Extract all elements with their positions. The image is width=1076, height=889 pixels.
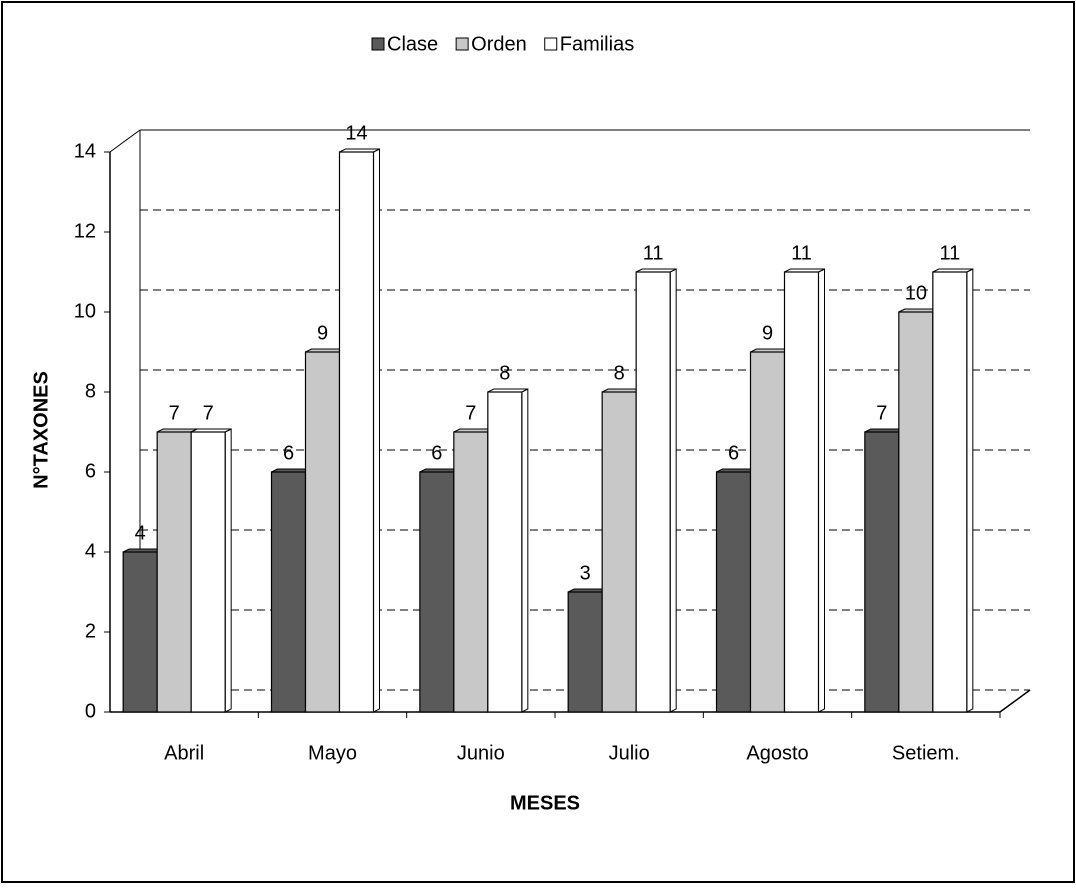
legend-label: Orden (471, 33, 527, 55)
legend-label: Familias (560, 33, 634, 55)
value-label: 8 (499, 362, 510, 384)
value-label: 4 (135, 522, 146, 544)
y-tick-label: 8 (85, 380, 96, 402)
value-label: 7 (876, 402, 887, 424)
value-label: 6 (283, 442, 294, 464)
value-label: 11 (643, 242, 664, 264)
value-label: 7 (465, 402, 476, 424)
value-label: 10 (905, 282, 927, 304)
bar (270, 471, 307, 713)
x-tick-label: Setiem. (892, 742, 960, 764)
y-axis-top (109, 129, 141, 153)
x-tick-label: Julio (609, 742, 650, 764)
legend-swatch (371, 37, 385, 51)
value-label: 3 (580, 562, 591, 584)
y-tick-label: 4 (85, 540, 96, 562)
y-tick-label: 2 (85, 620, 96, 642)
value-label: 8 (614, 362, 625, 384)
y-tick-label: 0 (85, 700, 96, 722)
bar-side (373, 148, 380, 713)
bar (419, 471, 455, 713)
value-label: 9 (762, 322, 773, 344)
value-label: 7 (169, 402, 180, 424)
bar (190, 431, 226, 713)
bar (487, 391, 523, 713)
x-tick-label: Junio (457, 742, 505, 764)
bar (122, 551, 158, 713)
legend-swatch (544, 37, 558, 51)
value-label: 11 (791, 242, 812, 264)
bar (567, 591, 603, 713)
bar (338, 151, 375, 713)
value-label: 9 (317, 322, 328, 344)
bar (601, 391, 637, 713)
value-label: 14 (345, 122, 367, 144)
bar-side (818, 268, 825, 713)
bar (783, 271, 820, 713)
bar (749, 351, 786, 713)
legend-label: Clase (387, 33, 438, 55)
value-label: 11 (939, 242, 960, 264)
y-tick-label: 6 (85, 460, 96, 482)
bar (304, 351, 341, 713)
floor-right (999, 689, 1031, 713)
bar-side (224, 428, 232, 713)
value-label: 6 (431, 442, 442, 464)
x-tick-label: Abril (164, 742, 204, 764)
value-label: 6 (728, 442, 739, 464)
y-tick-label: 14 (74, 140, 96, 162)
bar-side (669, 268, 677, 713)
y-axis-label: N°TAXONES (30, 371, 52, 489)
bar (635, 271, 671, 713)
bar (898, 311, 934, 713)
bar (715, 471, 752, 713)
bar (156, 431, 192, 713)
y-tick-label: 12 (74, 220, 96, 242)
x-axis-label: MESES (510, 792, 580, 814)
value-label: 7 (203, 402, 214, 424)
x-tick-label: Mayo (308, 742, 357, 764)
bar (932, 271, 968, 713)
bar-side (521, 388, 529, 713)
bar (453, 431, 489, 713)
bar-side (966, 268, 974, 713)
x-tick-label: Agosto (746, 742, 808, 764)
bar (864, 431, 900, 713)
legend-swatch (455, 37, 469, 51)
y-tick-label: 10 (74, 300, 96, 322)
